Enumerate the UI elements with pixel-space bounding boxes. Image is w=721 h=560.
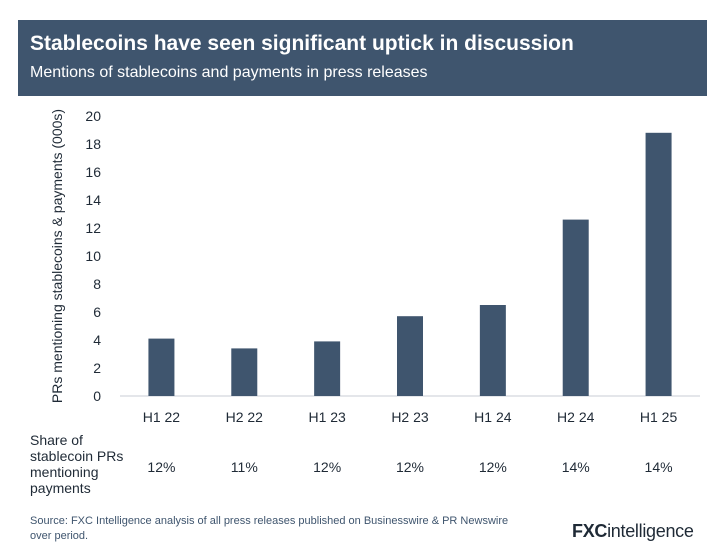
bar <box>148 338 175 396</box>
share-value: 11% <box>230 459 258 475</box>
share-value: 12% <box>313 459 342 475</box>
logo-text: intelligence <box>607 521 694 541</box>
share-value: 12% <box>395 459 425 475</box>
y-tick-label: 8 <box>93 276 101 292</box>
fxc-logo: FXCintelligence <box>572 521 694 542</box>
share-value: 12% <box>478 459 507 475</box>
bar <box>645 132 672 397</box>
share-row-label: Share of stablecoin PRs mentioning payme… <box>30 432 124 496</box>
source-note: Source: FXC Intelligence analysis of all… <box>30 515 509 542</box>
x-tick-label: H1 25 <box>640 409 678 425</box>
x-tick-label: H2 22 <box>226 409 264 425</box>
y-tick-label: 12 <box>85 220 101 236</box>
y-tick-label: 0 <box>93 388 101 404</box>
bar-chart: PRs mentioning stablecoins & payments (0… <box>49 108 700 425</box>
bar <box>562 219 589 396</box>
y-axis-label: PRs mentioning stablecoins & payments (0… <box>49 109 65 403</box>
y-tick-label: 20 <box>85 108 101 124</box>
bar <box>231 348 258 396</box>
x-tick-label: H1 24 <box>474 409 512 425</box>
share-value: 14% <box>561 459 590 475</box>
y-tick-label: 16 <box>85 164 101 180</box>
y-tick-label: 18 <box>85 136 101 152</box>
bar <box>314 341 341 396</box>
y-tick-label: 6 <box>93 304 101 320</box>
x-tick-label: H2 23 <box>391 409 429 425</box>
y-tick-label: 4 <box>93 332 101 348</box>
bar <box>479 305 506 396</box>
x-tick-label: H1 23 <box>308 409 346 425</box>
chart-title: Stablecoins have seen significant uptick… <box>30 32 574 55</box>
y-tick-label: 10 <box>85 248 101 264</box>
x-tick-label: H1 22 <box>143 409 181 425</box>
share-value: 14% <box>644 459 673 475</box>
y-tick-label: 14 <box>85 192 101 208</box>
chart-subtitle: Mentions of stablecoins and payments in … <box>30 64 428 81</box>
logo-bold-text: FXC <box>572 521 608 541</box>
share-value: 12% <box>147 459 176 475</box>
title-banner: Stablecoins have seen significant uptick… <box>18 20 707 96</box>
x-tick-label: H2 24 <box>557 409 595 425</box>
bar <box>397 316 423 396</box>
y-tick-label: 2 <box>93 360 101 376</box>
